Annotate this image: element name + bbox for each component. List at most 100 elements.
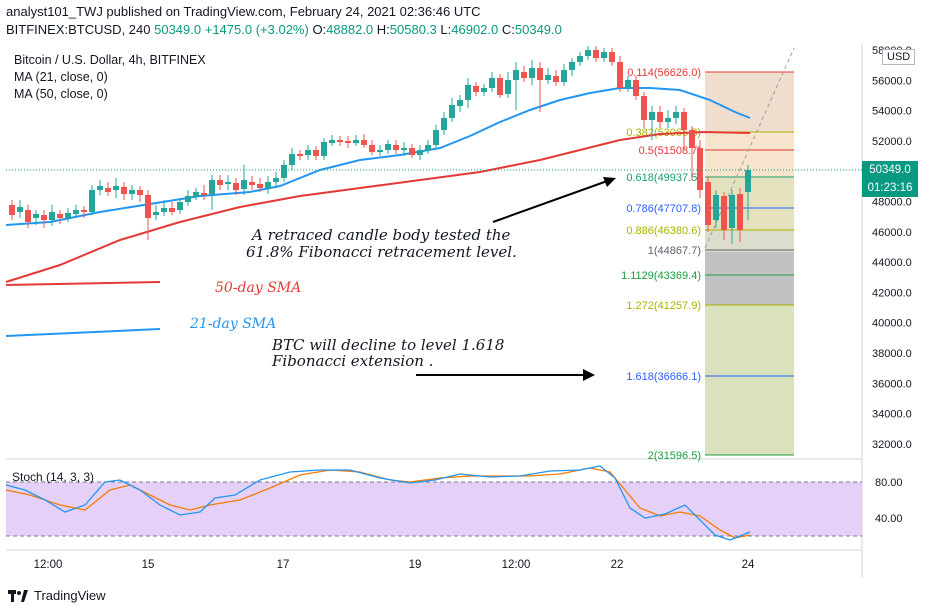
candle-body xyxy=(193,192,199,197)
last-price: 50349.0 xyxy=(154,22,202,37)
fib-level-label: 0.5(51508.7) xyxy=(639,145,701,157)
close-label: C: xyxy=(501,22,515,37)
legend-ma50[interactable]: MA (50, close, 0) xyxy=(14,87,108,101)
candle xyxy=(409,144,415,158)
legend-ma21[interactable]: MA (21, close, 0) xyxy=(14,70,108,84)
candle xyxy=(225,175,231,190)
candle-body xyxy=(9,205,15,215)
legend-symbol: Bitcoin / U.S. Dollar, 4h, BITFINEX xyxy=(14,53,206,67)
candle-body xyxy=(633,80,639,96)
candle-body xyxy=(649,112,655,120)
fib-level-label: 2(31596.5) xyxy=(648,450,701,462)
candle xyxy=(329,135,335,146)
candle xyxy=(625,76,631,92)
candle-body xyxy=(529,68,535,78)
candle-body xyxy=(65,213,71,218)
candle xyxy=(41,210,47,228)
candle xyxy=(361,134,367,148)
candle-body xyxy=(705,182,711,225)
candle-body xyxy=(561,70,567,82)
candle xyxy=(217,175,223,190)
candle-body xyxy=(689,130,695,148)
candle-body xyxy=(161,208,167,212)
candle xyxy=(705,176,711,232)
time-tick-label: 17 xyxy=(277,559,290,571)
ma50-line xyxy=(5,130,751,283)
price-tick-label: 48000.0 xyxy=(872,197,912,209)
stoch-tick-label: 40.00 xyxy=(875,513,903,525)
time-tick-label: 19 xyxy=(409,559,422,571)
candle-body xyxy=(297,154,303,156)
candle-body xyxy=(657,112,663,122)
price-tick-label: 54000.0 xyxy=(872,106,912,118)
close-value: 50349.0 xyxy=(514,22,562,37)
candle xyxy=(449,98,455,122)
candle-body xyxy=(105,188,111,192)
candle xyxy=(737,188,743,242)
stoch-legend[interactable]: Stoch (14, 3, 3) xyxy=(12,470,95,484)
annotation-arrows xyxy=(416,177,616,381)
price-tick-label: 42000.0 xyxy=(872,287,912,299)
price-tick-label: 40000.0 xyxy=(872,318,912,330)
time-axis[interactable]: 12:00 15 17 19 12:00 22 24 xyxy=(34,559,755,571)
footer-brand[interactable]: TradingView xyxy=(8,588,106,603)
sma21-sample-line xyxy=(5,328,161,337)
candle xyxy=(617,56,623,92)
candle xyxy=(681,108,687,150)
currency-button[interactable]: USD xyxy=(882,49,916,65)
candle xyxy=(553,70,559,86)
decline-annotation-line2: Fibonacci extension . xyxy=(271,352,433,370)
candle-body xyxy=(417,150,423,155)
candle xyxy=(713,190,719,228)
candle-body xyxy=(585,50,591,56)
price-change: +1475.0 (+3.02%) xyxy=(204,22,309,37)
candle xyxy=(745,165,751,220)
candle-body xyxy=(217,180,223,185)
candle xyxy=(537,62,543,112)
stoch-axis: 80.00 40.00 xyxy=(875,477,903,525)
candle xyxy=(209,175,215,210)
retrace-annotation-line2: 61.8% Fibonacci retracement level. xyxy=(246,243,517,261)
candle xyxy=(569,58,575,76)
candle-body xyxy=(737,194,743,230)
candle xyxy=(233,178,239,195)
fib-level-label: 1.1129(43369.4) xyxy=(621,270,701,282)
candle xyxy=(441,112,447,135)
candle-body xyxy=(681,112,687,130)
candle-body xyxy=(441,118,447,130)
candle xyxy=(545,68,551,84)
price-axis[interactable]: 58000.056000.054000.052000.050000.048000… xyxy=(872,45,912,451)
stoch-k-line xyxy=(5,465,751,541)
candle-body xyxy=(353,140,359,143)
fibonacci-zones xyxy=(705,72,794,455)
candle xyxy=(113,178,119,198)
candlesticks xyxy=(9,46,751,244)
candle xyxy=(521,66,527,82)
candle-body xyxy=(497,78,503,95)
candle xyxy=(313,146,319,160)
candle xyxy=(153,205,159,220)
candle-body xyxy=(505,80,511,94)
candle xyxy=(641,92,647,128)
candle xyxy=(137,186,143,202)
candle-body xyxy=(625,80,631,88)
candle xyxy=(121,182,127,200)
fib-level-label: 0.618(49937.5) xyxy=(626,172,701,184)
candle-body xyxy=(721,196,727,230)
candle-body xyxy=(185,196,191,202)
candle-body xyxy=(137,190,143,195)
candle-body xyxy=(305,150,311,155)
candle-body xyxy=(225,182,231,184)
candle-body xyxy=(665,118,671,122)
candle-body xyxy=(129,190,135,194)
open-label: O: xyxy=(312,22,327,37)
price-tick-label: 36000.0 xyxy=(872,378,912,390)
candle xyxy=(401,142,407,156)
price-tick-label: 56000.0 xyxy=(872,75,912,87)
candle-body xyxy=(321,142,327,156)
candle xyxy=(577,52,583,66)
candle-body xyxy=(201,193,207,195)
candle xyxy=(369,140,375,155)
candle xyxy=(241,165,247,195)
